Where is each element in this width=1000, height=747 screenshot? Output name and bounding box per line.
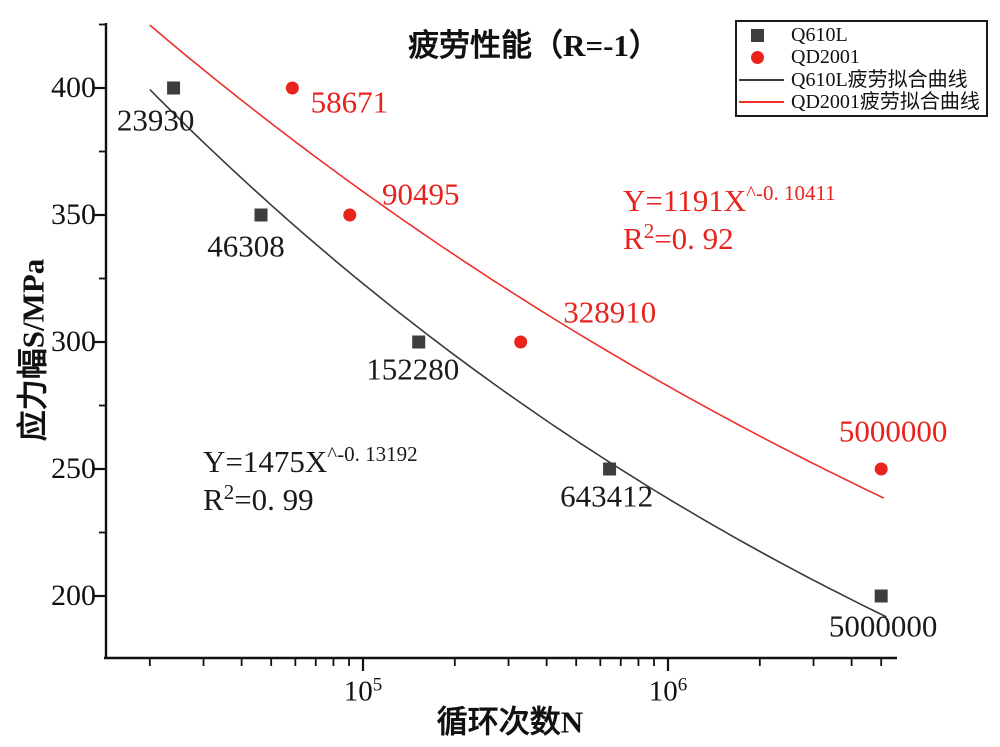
legend-label: Q610L疲劳拟合曲线 xyxy=(791,68,968,91)
data-point-circle-qd2001 xyxy=(343,208,357,222)
qd2001-fit-equation-r2: R2=0. 92 xyxy=(623,221,836,261)
r2-sup: 2 xyxy=(223,480,235,504)
chart-title: 疲劳性能（R=-1） xyxy=(408,28,660,63)
legend-box: Q610L QD2001 Q610L疲劳拟合曲线 QD2001疲劳拟合曲线 xyxy=(735,20,988,117)
data-point-square-q610l xyxy=(254,208,268,222)
data-point-square-q610l xyxy=(603,462,617,476)
legend-label: QD2001 xyxy=(791,46,860,69)
data-point-square-q610l xyxy=(412,335,426,349)
r2-base: R xyxy=(203,482,224,517)
q610l-fit-equation-r2: R2=0. 99 xyxy=(203,482,418,522)
red-line-icon xyxy=(739,100,784,103)
legend-marker-cell xyxy=(737,100,791,103)
r2-sup: 2 xyxy=(643,219,655,243)
legend-marker-cell xyxy=(737,50,791,64)
legend-label: Q610L xyxy=(791,24,848,47)
qd2001-fit-equation-formula: Y=1191X^-0. 10411 xyxy=(623,183,836,223)
y-axis-title: 应力幅S/MPa xyxy=(15,258,51,442)
legend-marker-cell xyxy=(737,78,791,81)
legend-label: QD2001疲劳拟合曲线 xyxy=(791,90,980,113)
square-marker-icon xyxy=(751,28,764,42)
equation-base: Y=1191X xyxy=(623,183,747,218)
equation-exponent: ^-0. 13192 xyxy=(327,442,418,466)
r2-value: =0. 99 xyxy=(234,482,314,517)
black-line-icon xyxy=(739,78,784,81)
data-point-square-q610l xyxy=(167,81,181,95)
q610l-fit-equation: Y=1475X^-0. 13192 R2=0. 99 xyxy=(203,444,418,522)
legend-item-q610l-fit: Q610L疲劳拟合曲线 xyxy=(737,69,986,91)
equation-base: Y=1475X xyxy=(203,444,328,479)
legend-item-qd2001: QD2001 xyxy=(737,46,986,68)
q610l-fit-equation-formula: Y=1475X^-0. 13192 xyxy=(203,444,418,484)
r2-value: =0. 92 xyxy=(654,221,734,256)
equation-exponent: ^-0. 10411 xyxy=(746,181,836,205)
circle-marker-icon xyxy=(751,50,764,64)
data-point-circle-qd2001 xyxy=(285,81,299,95)
data-point-circle-qd2001 xyxy=(514,335,528,349)
data-point-square-q610l xyxy=(874,589,888,603)
r2-base: R xyxy=(623,221,644,256)
qd2001-fit-equation: Y=1191X^-0. 10411 R2=0. 92 xyxy=(623,183,836,261)
legend-item-qd2001-fit: QD2001疲劳拟合曲线 xyxy=(737,91,986,113)
x-axis-title: 循环次数N xyxy=(436,704,584,740)
data-point-circle-qd2001 xyxy=(874,462,888,476)
legend-item-q610l: Q610L xyxy=(737,24,986,46)
legend-marker-cell xyxy=(737,28,791,42)
fit-curve-q610l xyxy=(149,88,887,618)
fit-curve-qd2001 xyxy=(149,24,885,499)
